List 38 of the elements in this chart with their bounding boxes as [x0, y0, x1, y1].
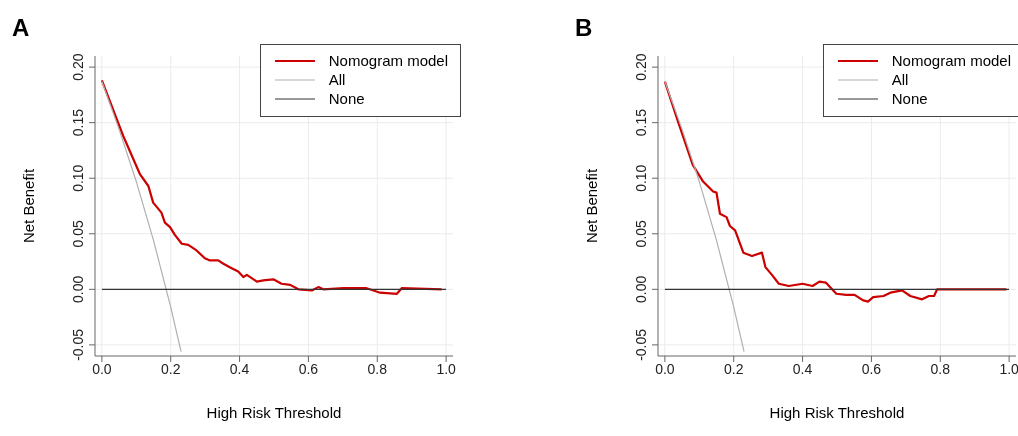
chart-title: B: [575, 14, 593, 42]
y-tick-label: 0.00: [633, 275, 649, 303]
x-tick-label: 0.2: [161, 360, 181, 377]
y-tick-label: 0.20: [70, 53, 86, 81]
legend-label: Nomogram model: [328, 52, 448, 69]
x-tick-label: 0.6: [861, 360, 882, 377]
x-tick-label: 0.6: [298, 360, 319, 377]
y-axis-title: Net Benefit: [19, 168, 37, 244]
y-tick-label: 0.10: [633, 164, 649, 192]
x-tick-label: 0.0: [92, 360, 112, 377]
legend-label: Nomogram model: [891, 52, 1011, 69]
x-axis-title: High Risk Threshold: [205, 404, 343, 421]
legend-label: None: [891, 90, 928, 107]
x-tick-label: 1.0: [999, 360, 1018, 377]
y-tick-label: 0.05: [70, 219, 86, 248]
x-axis-title: High Risk Threshold: [768, 404, 906, 421]
y-tick-label: 0.15: [70, 108, 86, 137]
y-tick-label: 0.15: [633, 108, 649, 137]
y-tick-label: 0.10: [70, 164, 86, 192]
x-tick-label: 0.8: [930, 360, 951, 377]
legend-label: All: [891, 71, 909, 88]
legend-label: None: [328, 90, 365, 107]
line-series: [664, 80, 745, 353]
y-tick-label: 0.00: [70, 275, 86, 303]
y-tick-label: -0.05: [633, 328, 649, 361]
y-axis-title: Net Benefit: [582, 168, 600, 244]
y-tick-label: -0.05: [70, 328, 86, 361]
x-tick-label: 0.8: [367, 360, 388, 377]
x-tick-label: 0.2: [724, 360, 744, 377]
x-tick-label: 0.0: [655, 360, 675, 377]
x-tick-label: 1.0: [436, 360, 457, 377]
legend-label: All: [328, 71, 346, 88]
line-series: [101, 80, 182, 353]
x-tick-label: 0.4: [792, 360, 813, 377]
chart-title: A: [12, 14, 30, 42]
x-tick-label: 0.4: [229, 360, 250, 377]
y-tick-label: 0.05: [633, 219, 649, 248]
y-tick-label: 0.20: [633, 53, 649, 81]
